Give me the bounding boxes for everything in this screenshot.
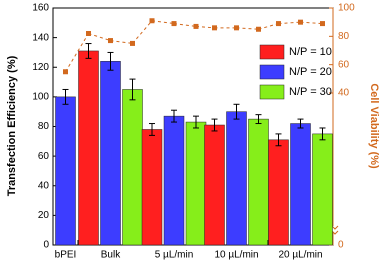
viability-point (276, 21, 281, 27)
bar (268, 139, 289, 246)
viability-point (63, 69, 68, 75)
legend-label: N/P = 20 (289, 66, 332, 78)
viability-line (151, 20, 175, 25)
x-tick-label: 10 µL/min (214, 250, 258, 261)
viability-line (236, 27, 259, 30)
x-tick-label: Bulk (101, 250, 121, 261)
viability-line (258, 23, 279, 30)
legend-swatch (259, 44, 285, 60)
viability-point (320, 21, 325, 27)
legend-label: N/P = 30 (289, 86, 332, 98)
viability-point (108, 38, 113, 44)
bar (141, 129, 163, 246)
y-tick-label: 40 (38, 180, 50, 191)
viability-point (130, 40, 135, 46)
break-gap (328, 226, 338, 232)
x-tick-label: 20 µL/min (278, 250, 322, 261)
bar (185, 121, 207, 246)
viability-point (193, 23, 199, 29)
viability-point (149, 18, 155, 24)
y-tick-label: 20 (38, 210, 50, 221)
x-tick-label: bPEI (55, 250, 77, 261)
viability-point (298, 19, 303, 25)
viability-point (171, 21, 177, 27)
y-tick-label: 160 (32, 3, 49, 14)
bar (312, 133, 333, 246)
y2-tick-label: 0 (338, 240, 344, 251)
y-tick-label: 100 (32, 92, 49, 103)
viability-line (173, 23, 197, 27)
bar (204, 124, 225, 246)
y-tick-label: 140 (32, 32, 49, 43)
bar (100, 61, 121, 246)
y-axis-title: Transfection Efficiency (%) (6, 55, 18, 196)
y2-tick-label: 40 (338, 88, 350, 99)
x-tick-label: 5 µL/min (155, 250, 194, 261)
y2-axis-title: Cell Viability (%) (368, 83, 380, 169)
viability-line (278, 21, 301, 25)
legend-label: N/P = 10 (289, 46, 332, 58)
bar (78, 50, 99, 246)
bar (163, 115, 185, 246)
viability-line (88, 33, 111, 42)
viability-line (300, 21, 323, 25)
viability-point (234, 25, 239, 31)
viability-line (195, 25, 215, 29)
viability-point (212, 25, 217, 31)
bar (290, 123, 311, 246)
y2-tick-label: 80 (338, 31, 350, 42)
y-tick-label: 80 (38, 121, 50, 132)
viability-point (256, 26, 261, 32)
y-tick-label: 60 (38, 151, 50, 162)
y-tick-label: 120 (32, 62, 49, 73)
bar (248, 118, 269, 246)
bar (122, 89, 143, 246)
viability-line (110, 40, 133, 44)
bar (226, 111, 247, 246)
y-tick-label: 0 (43, 240, 49, 251)
y2-tick-label: 100 (338, 3, 355, 14)
legend-swatch (259, 64, 285, 80)
viability-line (132, 20, 153, 44)
viability-point (86, 31, 91, 36)
viability-line (65, 33, 89, 73)
bar (55, 96, 76, 246)
y2-tick-label: 60 (338, 59, 350, 70)
legend-swatch (259, 84, 285, 100)
